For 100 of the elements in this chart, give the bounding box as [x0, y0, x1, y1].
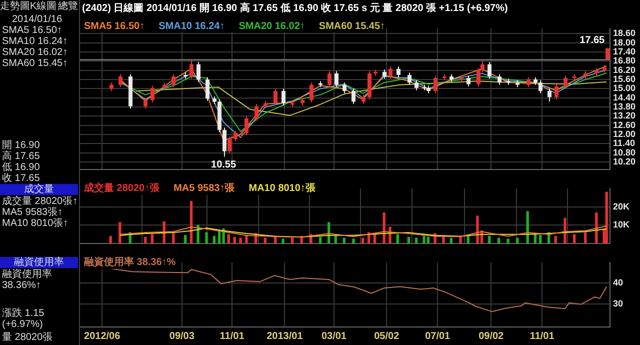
bar	[426, 236, 430, 244]
candlestick	[466, 75, 470, 87]
y-tick-label: 13.80	[613, 102, 636, 112]
text: 成交量 28020張↑	[2, 196, 78, 207]
text: SMA20 16.02↑	[238, 21, 305, 32]
series-label: 融資使用率 38.36↑%	[84, 255, 176, 269]
candlestick	[498, 74, 502, 86]
y-tick-label: 16.20	[613, 64, 636, 75]
bar	[605, 192, 608, 244]
y-tick-label: 12.60	[613, 120, 636, 130]
chart-title: (2402) 日線圖 2014/01/16 開 16.90 高 17.65 低 16.90 收 17.65 s 元 量 28020 張 +1.15 (+6.97%)	[82, 1, 508, 16]
text: 漲跌 1.15 (+6.97%)	[2, 308, 46, 330]
x-tick-label: 05/02	[374, 330, 400, 342]
bar	[422, 236, 426, 244]
candlestick	[538, 80, 542, 94]
text: 量 28020張	[2, 332, 53, 343]
bar	[227, 234, 230, 244]
bar	[396, 234, 399, 244]
text: K線圖	[30, 1, 57, 12]
y-tick-label: 14.40	[613, 92, 636, 102]
bar	[172, 233, 175, 244]
bar	[245, 234, 248, 244]
y-tick-label: 11.40	[613, 138, 636, 148]
candlestick	[118, 74, 122, 88]
candlestick	[310, 82, 314, 103]
candlestick	[282, 88, 286, 106]
y-tick-label: 10.20	[613, 156, 636, 166]
y-tick-label: 20K	[613, 201, 630, 212]
y-tick-label: 30	[613, 298, 624, 309]
text: 融資使用率	[0, 257, 78, 268]
x-tick-label: 03/01	[321, 330, 347, 342]
candlestick	[150, 85, 154, 103]
y-tick-label: 12.00	[613, 128, 636, 139]
x-tick-label: 2013/01	[266, 330, 304, 342]
bar	[539, 234, 542, 244]
text: 走勢圖	[0, 1, 30, 12]
text: SMA20 16.02↑	[2, 47, 68, 58]
text: MA10 8010張↑	[2, 218, 68, 229]
candlestick	[434, 75, 438, 94]
bar	[184, 234, 187, 244]
bar	[239, 238, 242, 244]
candlestick	[328, 70, 332, 88]
candlestick	[190, 59, 194, 80]
text: SMA60 15.45↑	[2, 58, 68, 69]
bar	[118, 222, 122, 244]
bar	[488, 236, 491, 244]
bar	[212, 236, 216, 244]
candlestick	[144, 97, 148, 110]
candlestick	[548, 88, 552, 102]
text: 成交量	[0, 184, 78, 195]
y-tick-label: 40	[613, 278, 624, 288]
y-tick-label: 13.20	[613, 110, 636, 121]
bar	[334, 236, 337, 244]
annotation: 17.65	[580, 34, 606, 46]
x-tick-label: 11/01	[220, 330, 245, 342]
candlestick	[234, 130, 238, 142]
candlestick	[274, 88, 278, 106]
text: MA5 9583張↑	[2, 207, 63, 218]
candlestick	[334, 70, 338, 88]
text: 高 17.65	[2, 151, 40, 162]
candlestick	[382, 69, 386, 80]
bar	[144, 236, 147, 244]
x-tick-label: 07/01	[425, 330, 451, 342]
candlestick	[196, 61, 200, 82]
text: MA5 9583↑張	[174, 182, 235, 195]
x-tick-label: 11/01	[530, 330, 555, 342]
x-tick-label: 2012/06	[84, 330, 121, 342]
candlestick	[396, 66, 400, 78]
candlestick	[414, 80, 418, 91]
text: SMA5 16.50↑	[84, 21, 145, 32]
candlestick	[368, 70, 372, 100]
bar	[407, 236, 410, 244]
text: 總覽	[58, 1, 78, 12]
text: 低 16.90	[2, 162, 40, 173]
candlestick	[342, 82, 346, 94]
x-tick-label: 09/02	[478, 330, 504, 342]
text: SMA10 16.24↑	[158, 21, 225, 32]
bar	[282, 238, 284, 244]
text: 2014/01/16	[12, 14, 62, 25]
y-tick-label: 10.80	[613, 147, 636, 158]
bar	[476, 216, 479, 244]
bar	[572, 234, 576, 244]
candlestick	[244, 116, 248, 136]
bar	[109, 236, 112, 244]
y-tick-label: 15.60	[613, 74, 636, 84]
bar	[382, 212, 386, 244]
candlestick	[488, 61, 492, 80]
candlestick	[222, 127, 226, 158]
candlestick	[228, 136, 232, 154]
candlestick	[388, 66, 392, 80]
text: 收 17.65	[2, 173, 40, 184]
bar	[205, 232, 208, 244]
bar	[584, 232, 587, 244]
bar	[516, 238, 519, 244]
x-tick-label: 09/03	[169, 330, 195, 342]
y-tick-label: 18.00	[613, 37, 636, 48]
text: SMA10 16.24↑	[2, 36, 68, 47]
text: SMA5 16.50↑	[2, 25, 62, 36]
y-tick-label: 10K	[613, 220, 630, 230]
candlestick	[554, 84, 558, 100]
